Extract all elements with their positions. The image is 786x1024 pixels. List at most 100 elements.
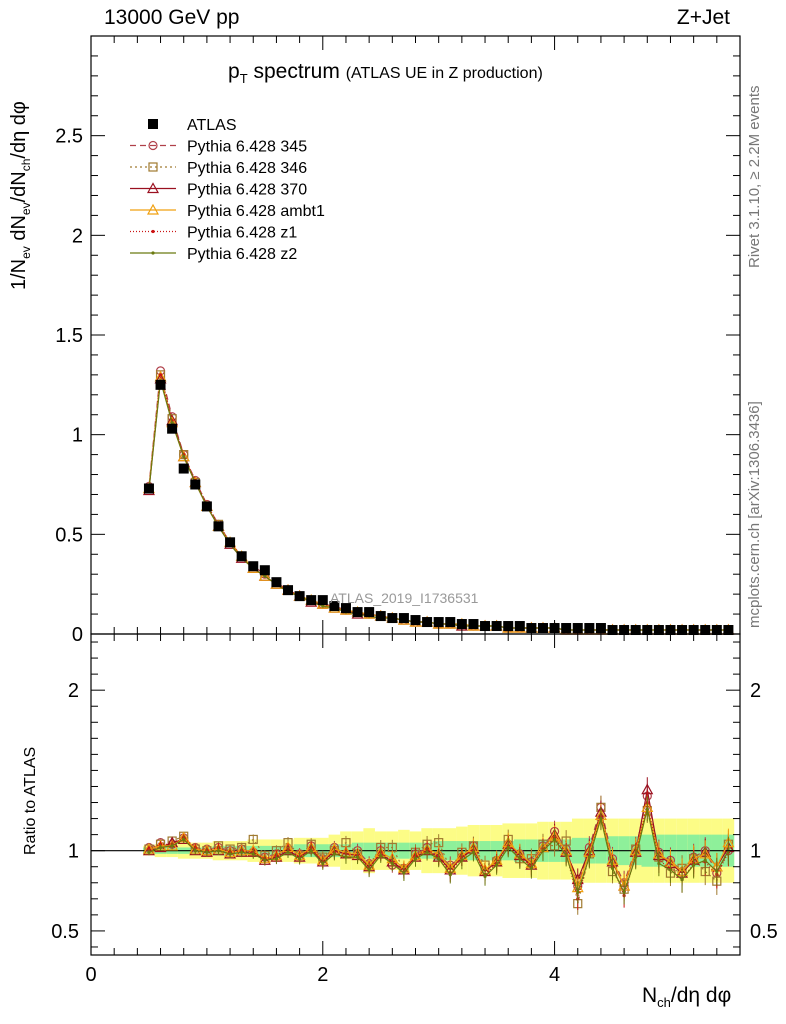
series-point-ratio-5: [668, 868, 673, 872]
atlas-data-point: [653, 625, 664, 636]
atlas-data-point: [236, 551, 247, 562]
ratio-y-tick-label: 0.5: [51, 921, 79, 943]
series-point-ratio-2: [189, 844, 202, 856]
series-point-ratio-1: [248, 834, 258, 845]
atlas-data-point: [700, 625, 711, 636]
atlas-data-point: [248, 561, 259, 572]
atlas-data-point: [584, 623, 595, 634]
series-point-ratio-5: [355, 855, 360, 859]
series-point-ratio-5: [147, 850, 151, 854]
series-point-ratio-5: [332, 852, 336, 856]
atlas-data-point: [537, 623, 548, 634]
legend-marker-0: [148, 140, 158, 151]
atlas-data-point: [468, 619, 479, 630]
atlas-data-point: [271, 577, 282, 588]
atlas-data-point: [387, 613, 398, 624]
series-point-ratio-5: [483, 874, 487, 878]
series-point-ratio-5: [170, 844, 174, 848]
legend-label: Pythia 6.428 346: [187, 160, 307, 177]
series-point-ratio-5: [506, 845, 510, 850]
atlas-data-point: [503, 621, 514, 632]
legend-label: Pythia 6.428 z1: [187, 225, 297, 242]
atlas-data-point: [259, 565, 270, 576]
series-point-ratio-5: [610, 866, 615, 870]
legend: ATLAS Pythia 6.428 345 Pythia 6.428 346 Pyt…: [130, 117, 325, 263]
y-tick-label: 0: [72, 624, 83, 646]
series-point-main-3: [177, 450, 190, 462]
x-tick-label: 0: [85, 964, 96, 986]
series-point-ratio-5: [564, 853, 568, 858]
series-point-ratio-4: [147, 847, 151, 851]
legend-marker-5: [151, 251, 155, 255]
atlas-data-point: [514, 621, 525, 632]
series-point-ratio-5: [321, 861, 325, 866]
series-point-ratio-5: [263, 858, 267, 862]
atlas-data-point: [167, 423, 178, 434]
series-point-ratio-5: [645, 807, 649, 811]
series-point-ratio-5: [251, 852, 255, 856]
atlas-data-point: [225, 537, 236, 548]
series-point-ratio-5: [158, 845, 163, 850]
legend-marker-atlas: [148, 119, 158, 129]
atlas-data-point: [155, 379, 166, 390]
atlas-data-point: [317, 595, 328, 606]
series-point-ratio-5: [495, 863, 499, 867]
atlas-data-point: [630, 625, 641, 636]
legend-label: Pythia 6.428 345: [187, 139, 307, 156]
series-point-ratio-5: [402, 871, 406, 875]
atlas-data-point: [201, 501, 212, 512]
atlas-data-point: [677, 625, 688, 636]
legend-label: Pythia 6.428 ambt1: [187, 203, 325, 220]
series-point-ratio-5: [680, 877, 684, 882]
series-point-ratio-5: [367, 868, 371, 872]
ratio-y-tick-label-right: 1: [750, 841, 761, 863]
title-p: p: [228, 60, 240, 83]
atlas-data-point: [340, 603, 351, 614]
title-sub: T: [239, 71, 248, 87]
series-point-ratio-5: [182, 837, 186, 842]
series-point-ratio-5: [286, 850, 290, 854]
series-point-ratio-5: [471, 850, 476, 854]
series-point-ratio-5: [344, 855, 348, 859]
y-tick-label: 1: [72, 425, 83, 447]
atlas-data-point: [456, 619, 467, 630]
analysis-watermark: ATLAS_2019_I1736531: [330, 590, 479, 606]
process-label: Z+Jet: [676, 6, 730, 29]
series-point-ratio-5: [518, 857, 522, 861]
series-point-ratio-5: [228, 852, 232, 856]
series-point-ratio-5: [379, 853, 383, 858]
x-axis-label: Nch/dη dφ: [642, 984, 732, 1011]
y-tick-label: 1.5: [55, 325, 83, 347]
series-point-ratio-5: [692, 863, 696, 867]
ratio-y-tick-label: 2: [68, 680, 79, 702]
ratio-y-tick-label-right: 2: [750, 680, 761, 702]
y-tick-label: 2.5: [55, 126, 83, 148]
series-point-ratio-3: [166, 839, 179, 851]
series-point-ratio-5: [390, 861, 394, 866]
atlas-data-point: [480, 621, 491, 632]
legend-marker-4: [151, 229, 155, 234]
series-point-main-5: [263, 574, 267, 578]
plot-title: pT spectrum (ATLAS UE in Z production): [228, 60, 543, 86]
atlas-data-point: [143, 483, 154, 494]
atlas-data-point: [410, 615, 421, 626]
series-point-ratio-5: [529, 866, 533, 870]
legend-label: ATLAS: [187, 117, 237, 134]
ratio-panel-frame: [90, 633, 741, 956]
series-point-main-5: [321, 604, 325, 608]
series-point-ratio-5: [274, 857, 279, 861]
title-rest: spectrum: [247, 60, 340, 83]
series-point-ratio-5: [460, 858, 464, 862]
atlas-data-point: [607, 625, 618, 636]
y-tick-label: 0.5: [55, 524, 83, 546]
atlas-data-point: [178, 463, 189, 474]
ratio-y-tick-label-right: 0.5: [750, 921, 778, 943]
series-point-ratio-5: [205, 850, 209, 854]
axis-ticks: 0 2 4 0 0.5 1 1.5 2 2.5 0.5 0.5 1 1 2 2: [51, 36, 778, 986]
title-detail: (ATLAS UE in Z production): [345, 65, 543, 82]
series-point-ratio-5: [448, 873, 452, 877]
series-point-main-5: [182, 454, 186, 459]
series-point-ratio-5: [216, 849, 221, 853]
y-tick-label: 2: [72, 225, 83, 247]
